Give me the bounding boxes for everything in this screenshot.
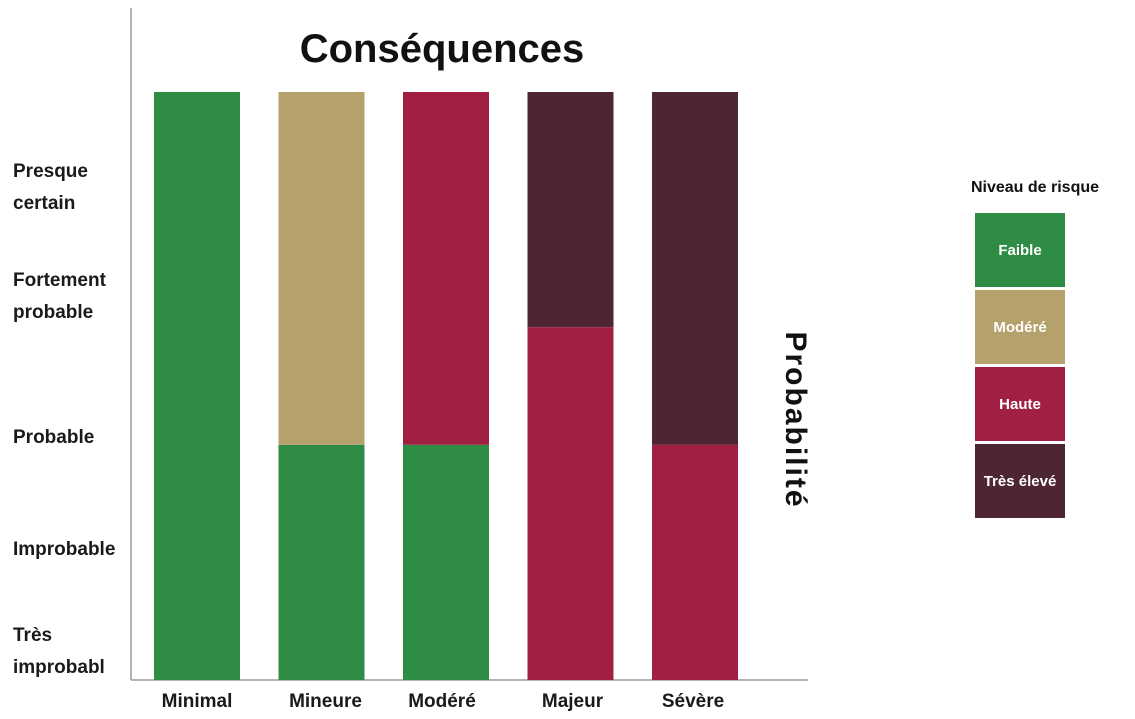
x-tick-label: Minimal [162, 691, 233, 712]
y-tick-label: Improbable [13, 539, 115, 560]
y-tick-label: Presque certain [13, 161, 88, 214]
bar-segment-faible [154, 92, 240, 680]
bar-segment-faible [278, 444, 365, 680]
y-tick-label: Probable [13, 427, 94, 448]
legend-swatch-tres_eleve [975, 444, 1065, 518]
bars-layer [154, 92, 738, 680]
bar-segment-tres_eleve [652, 92, 738, 445]
bar-stack-5 [652, 92, 738, 680]
bar-segment-faible [403, 444, 489, 680]
bar-segment-haute [652, 444, 738, 680]
y-tick-label: Fortement probable [13, 270, 107, 323]
bar-stack-1 [154, 92, 240, 680]
legend-swatch-modere [975, 290, 1065, 364]
legend-swatch-haute [975, 367, 1065, 441]
legend: Niveau de risque Faible Modéré Haute Très é… [971, 179, 1099, 518]
bar-segment-haute [403, 92, 489, 445]
bar-segment-tres_eleve [527, 92, 614, 328]
bar-stack-2 [278, 92, 365, 680]
legend-label-faible: Faible [998, 242, 1041, 259]
legend-label-haute: Haute [999, 396, 1041, 413]
legend-entries: Faible Modéré Haute Très élevé [975, 213, 1065, 518]
x-tick-label: Sévère [662, 691, 724, 712]
legend-title: Niveau de risque [971, 179, 1099, 196]
bar-segment-modere [278, 92, 365, 445]
y-axis-title: Probabilité [779, 331, 812, 508]
legend-label-modere: Modéré [993, 319, 1046, 336]
x-tick-label: Majeur [542, 691, 604, 712]
bar-segment-haute [527, 327, 614, 680]
y-tick-label: Très improbabl [13, 625, 105, 678]
x-tick-labels: Minimal Mineure Modéré Majeur Sévère [162, 691, 725, 712]
y-tick-labels: Très improbabl Improbable Probable Fortement… [13, 161, 115, 678]
x-tick-label: Mineure [289, 691, 362, 712]
chart-title: Conséquences [300, 27, 585, 71]
x-tick-label: Modéré [408, 691, 476, 712]
bar-stack-3 [403, 92, 489, 680]
legend-swatch-faible [975, 213, 1065, 287]
legend-label-tres_eleve: Très élevé [984, 473, 1057, 490]
bar-stack-4 [527, 92, 614, 680]
